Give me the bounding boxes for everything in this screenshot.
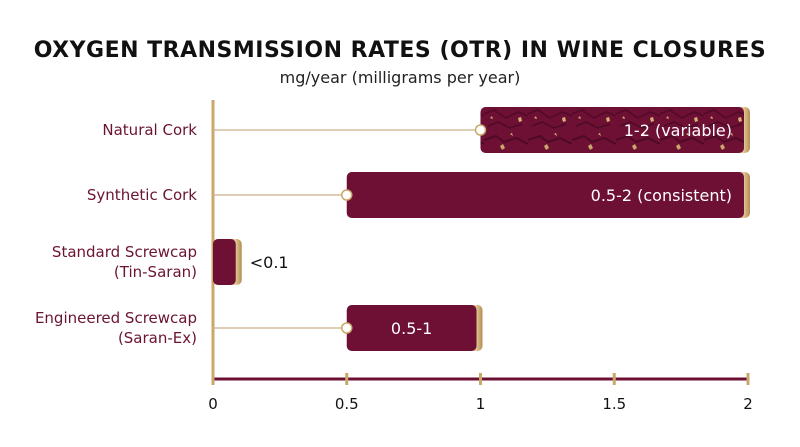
y-axis-line — [211, 100, 215, 381]
x-tick — [746, 373, 750, 385]
x-tick — [479, 373, 482, 385]
chart-title: OXYGEN TRANSMISSION RATES (OTR) IN WINE … — [33, 38, 767, 63]
x-tick-label: 2 — [743, 395, 753, 413]
category-label: (Tin-Saran) — [114, 263, 197, 281]
chart-subtitle: mg/year (milligrams per year) — [279, 68, 521, 87]
bar-value-label: <0.1 — [250, 253, 289, 272]
x-tick-label: 1.5 — [602, 395, 626, 413]
category-label: (Saran-Ex) — [118, 329, 197, 347]
bar-start-marker — [341, 322, 353, 334]
x-tick-label: 0.5 — [335, 395, 359, 413]
bar — [480, 107, 744, 153]
bar-value-label: 0.5-2 (consistent) — [591, 186, 732, 205]
category-label: Synthetic Cork — [87, 186, 197, 204]
bar-value-label: 1-2 (variable) — [624, 121, 732, 140]
x-tick-label: 0 — [208, 395, 218, 413]
bar — [346, 172, 744, 218]
x-tick — [345, 373, 349, 385]
bar — [346, 305, 477, 351]
bar-value-label: 0.5-1 — [391, 319, 432, 338]
x-tick — [612, 373, 616, 385]
x-tick — [211, 373, 215, 385]
x-tick-label: 1 — [476, 395, 486, 413]
bar — [213, 239, 236, 285]
category-label: Natural Cork — [102, 121, 197, 139]
category-label: Standard Screwcap — [52, 243, 197, 261]
bar-start-marker — [341, 189, 353, 201]
bar-start-marker — [474, 124, 487, 136]
category-label: Engineered Screwcap — [35, 309, 197, 327]
